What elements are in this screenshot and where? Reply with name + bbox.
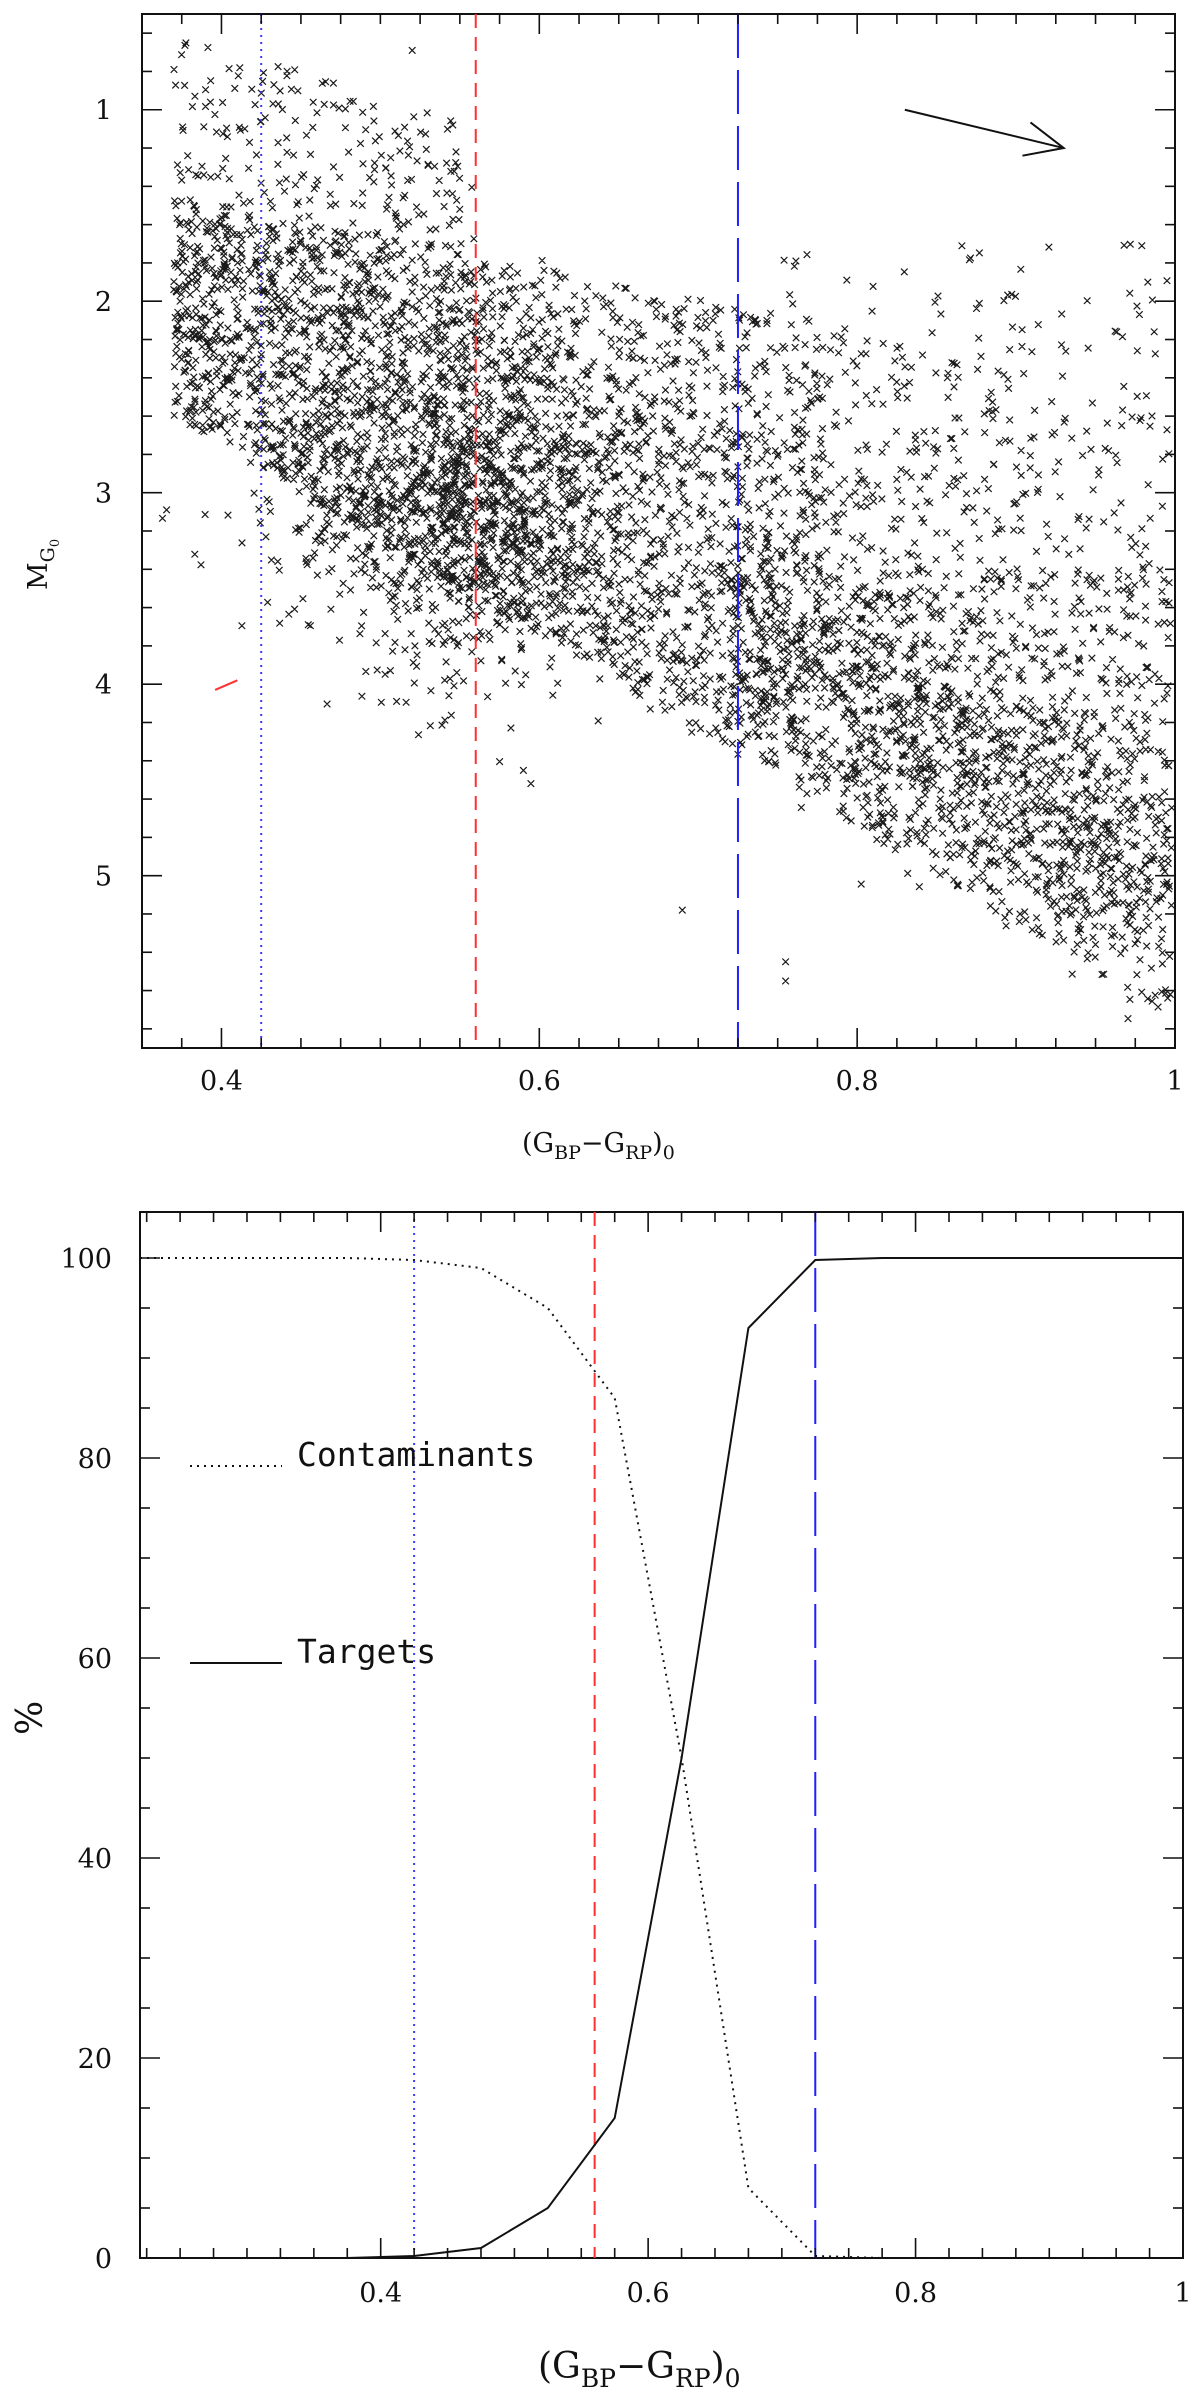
percent-x-axis-title: (GBP−GRP)0: [538, 2346, 741, 2393]
legend-label-contaminants: Contaminants: [297, 1435, 535, 1474]
percent-y-tick-label: 100: [60, 1244, 112, 1275]
percent-y-tick-label: 0: [95, 2244, 112, 2275]
percent-x-tick-label: 0.4: [359, 2278, 402, 2309]
cmd-star-markers: [158, 39, 1176, 1023]
reddening-arrow-head: [1022, 121, 1067, 157]
cmd-y-tick-label: 1: [95, 96, 112, 127]
percent-axis-ticks: [140, 1212, 1184, 2259]
cmd-x-tick-labels: 0.4 0.6 0.8 1: [200, 1066, 1184, 1097]
percent-x-tick-label: 0.6: [627, 2278, 670, 2309]
percent-x-tick-label: 0.8: [894, 2278, 937, 2309]
percent-y-tick-label: 80: [78, 1444, 112, 1475]
cmd-y-tick-label: 4: [95, 670, 112, 701]
percent-y-axis-title: %: [10, 1701, 51, 1735]
cmd-y-axis-title: MG0: [23, 539, 63, 590]
cmd-y-tick-label: 2: [95, 287, 112, 318]
series-line-targets: [347, 1257, 1183, 2259]
legend: Contaminants Targets: [190, 1435, 535, 1671]
cmd-y-tick-label: 5: [95, 862, 112, 893]
series-line-contaminants: [140, 1257, 1183, 2259]
percent-series-lines: [140, 1257, 1183, 2259]
cmd-x-axis-title: (GBP−GRP)0: [522, 1128, 675, 1164]
cmd-panel: 0.4 0.6 0.8 1 1 2 3 4 5 (GBP−GRP)0 MG0: [23, 13, 1184, 1164]
cmd-x-tick-label: 0.8: [836, 1066, 879, 1097]
percent-panel: 0.4 0.6 0.8 1 0 20 40 60 80 100 Contaminants Tar…: [10, 1211, 1192, 2393]
cmd-x-tick-label: 1: [1166, 1066, 1183, 1097]
cmd-scatter-points: [158, 39, 1176, 1023]
red-error-marker: [214, 679, 238, 691]
percent-plot-frame: [139, 1211, 1184, 2259]
percent-x-tick-label: 1: [1174, 2278, 1191, 2309]
percent-x-tick-labels: 0.4 0.6 0.8 1: [359, 2278, 1191, 2309]
cmd-y-tick-label: 3: [95, 479, 112, 510]
cmd-y-tick-labels: 1 2 3 4 5: [95, 96, 112, 893]
percent-y-tick-label: 20: [78, 2044, 112, 2075]
cmd-annotations: [214, 108, 1067, 691]
cmd-axis-ticks: [141, 14, 1176, 1048]
legend-label-targets: Targets: [297, 1632, 436, 1671]
cmd-x-tick-label: 0.6: [518, 1066, 561, 1097]
percent-vertical-lines: [413, 1212, 817, 2258]
percent-y-tick-labels: 0 20 40 60 80 100: [60, 1244, 112, 2275]
cmd-x-tick-label: 0.4: [200, 1066, 243, 1097]
percent-y-tick-label: 60: [78, 1644, 112, 1675]
reddening-arrow-shaft: [904, 108, 1064, 150]
percent-y-tick-label: 40: [78, 1844, 112, 1875]
cmd-vertical-lines: [260, 14, 739, 1048]
